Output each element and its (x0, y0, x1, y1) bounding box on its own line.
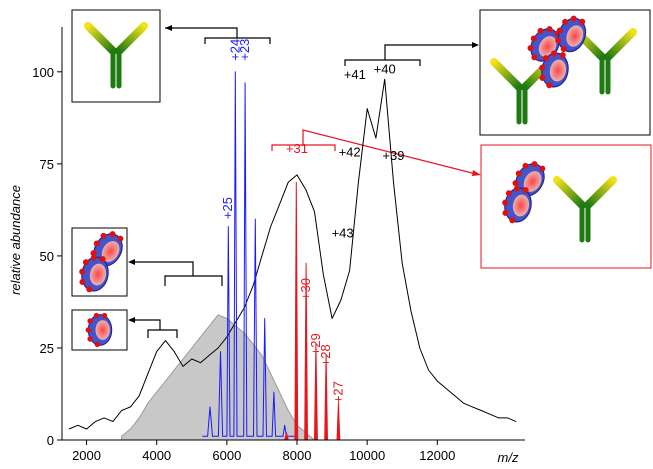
x-tick-label: 12000 (419, 448, 455, 463)
charge-label: +40 (374, 62, 396, 77)
x-tick-label: 6000 (212, 448, 241, 463)
x-tick-label: 8000 (283, 448, 312, 463)
area (121, 314, 315, 441)
charge-label: +23 (237, 39, 252, 61)
charge-label: +25 (220, 197, 235, 219)
y-tick-label: 50 (40, 249, 54, 264)
charge-label: +43 (332, 226, 354, 241)
icons (71, 9, 652, 351)
y-tick-label: 75 (40, 157, 54, 172)
x-tick-label: 4000 (142, 448, 171, 463)
charge-label: +39 (382, 148, 404, 163)
y-tick-label: 100 (32, 65, 54, 80)
charge-label: +42 (339, 145, 361, 160)
charge-label: +24 (227, 39, 242, 61)
x-tick-label: 10000 (349, 448, 385, 463)
charge-label: +41 (344, 67, 366, 82)
y-tick-label: 0 (47, 433, 54, 448)
x-tick-label: 2000 (72, 448, 101, 463)
charge-label: +28 (318, 344, 333, 366)
charge-label: +27 (330, 381, 345, 403)
y-axis-title: relative abundance (8, 185, 23, 295)
line (202, 71, 297, 437)
y-tick-label: 25 (40, 341, 54, 356)
charge-label: +31 (286, 141, 308, 156)
x-axis-title: m/z (498, 450, 519, 465)
charge-label: +30 (298, 278, 313, 300)
brackets (128, 25, 481, 338)
line (68, 78, 517, 430)
charge-label: +29 (308, 333, 323, 355)
